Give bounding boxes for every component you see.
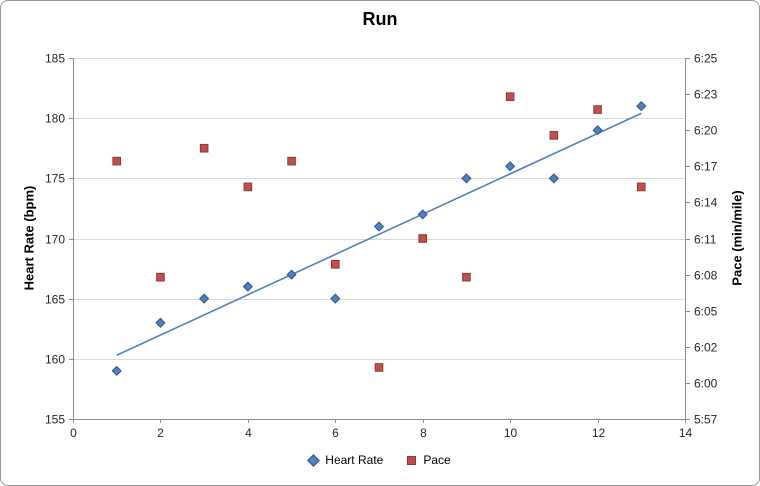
trendline xyxy=(116,112,642,356)
right-axis-tick-label: 5:57 xyxy=(694,413,718,427)
heart-rate-point xyxy=(592,125,603,136)
pace-point xyxy=(156,272,165,282)
heart-rate-point xyxy=(548,173,559,184)
legend: Heart Rate Pace xyxy=(1,453,759,467)
heart-rate-point xyxy=(461,173,472,184)
heart-rate-marker-icon xyxy=(307,453,321,467)
x-axis-tick-label: 14 xyxy=(679,426,693,440)
pace-point xyxy=(505,92,515,101)
x-axis-tick-label: 4 xyxy=(245,426,252,440)
left-axis-tick-label: 165 xyxy=(45,293,65,307)
x-axis-tick-label: 12 xyxy=(592,426,606,440)
right-axis-tick-label: 6:00 xyxy=(694,377,718,391)
x-axis-tick-label: 0 xyxy=(70,426,77,440)
pace-point xyxy=(112,156,122,166)
right-axis-tick-label: 6:20 xyxy=(694,124,718,138)
right-axis-title: Pace (min/mile) xyxy=(729,190,745,286)
pace-point xyxy=(636,182,646,192)
heart-rate-point xyxy=(199,293,210,304)
pace-point xyxy=(287,156,296,166)
heart-rate-point xyxy=(505,161,516,172)
left-axis-title: Heart Rate (bpm) xyxy=(21,185,37,291)
pace-point xyxy=(330,259,340,269)
x-axis-tick-label: 2 xyxy=(157,426,164,440)
x-axis-tick-label: 6 xyxy=(332,426,339,440)
heart-rate-point xyxy=(636,101,647,112)
pace-point xyxy=(243,182,253,192)
heart-rate-point xyxy=(373,221,385,232)
pace-point xyxy=(418,234,428,243)
right-axis-tick-label: 6:23 xyxy=(694,88,718,102)
pace-point xyxy=(199,143,209,153)
chart-title: Run xyxy=(362,9,398,29)
heart-rate-point xyxy=(242,281,253,292)
left-axis-tick-label: 175 xyxy=(45,172,65,186)
heart-rate-point xyxy=(330,293,341,304)
heart-rate-point xyxy=(155,317,166,328)
heart-rate-point xyxy=(111,365,122,376)
right-axis-tick-label: 6:02 xyxy=(694,341,718,355)
legend-label-heart-rate: Heart Rate xyxy=(325,453,384,467)
left-axis-tick-label: 180 xyxy=(45,112,65,126)
left-axis-tick-label: 160 xyxy=(45,353,65,367)
pace-point xyxy=(593,105,602,114)
left-axis-tick-label: 185 xyxy=(45,52,65,66)
right-axis-tick-label: 6:08 xyxy=(694,269,718,283)
right-axis-tick-label: 6:11 xyxy=(694,233,717,247)
pace-point xyxy=(462,272,471,282)
legend-item-heart-rate: Heart Rate xyxy=(307,453,384,467)
pace-marker-icon xyxy=(407,455,417,465)
left-axis-tick-label: 170 xyxy=(45,233,65,247)
heart-rate-point xyxy=(417,209,428,220)
right-axis-tick-label: 6:14 xyxy=(694,196,718,210)
x-axis-tick-label: 10 xyxy=(504,426,518,440)
x-axis-tick-label: 8 xyxy=(420,426,427,440)
pace-point xyxy=(549,131,559,140)
pace-point xyxy=(374,363,384,372)
heart-rate-point xyxy=(286,269,297,280)
legend-item-pace: Pace xyxy=(407,453,451,467)
left-axis-tick-label: 155 xyxy=(45,413,65,427)
legend-label-pace: Pace xyxy=(423,453,451,467)
right-axis-tick-label: 6:17 xyxy=(694,160,718,174)
right-axis-tick-label: 6:25 xyxy=(694,52,718,66)
right-axis-tick-label: 6:05 xyxy=(694,305,718,319)
